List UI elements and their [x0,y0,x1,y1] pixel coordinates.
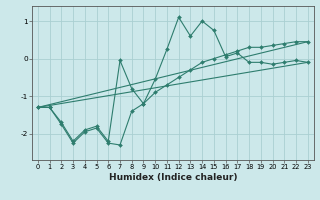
X-axis label: Humidex (Indice chaleur): Humidex (Indice chaleur) [108,173,237,182]
